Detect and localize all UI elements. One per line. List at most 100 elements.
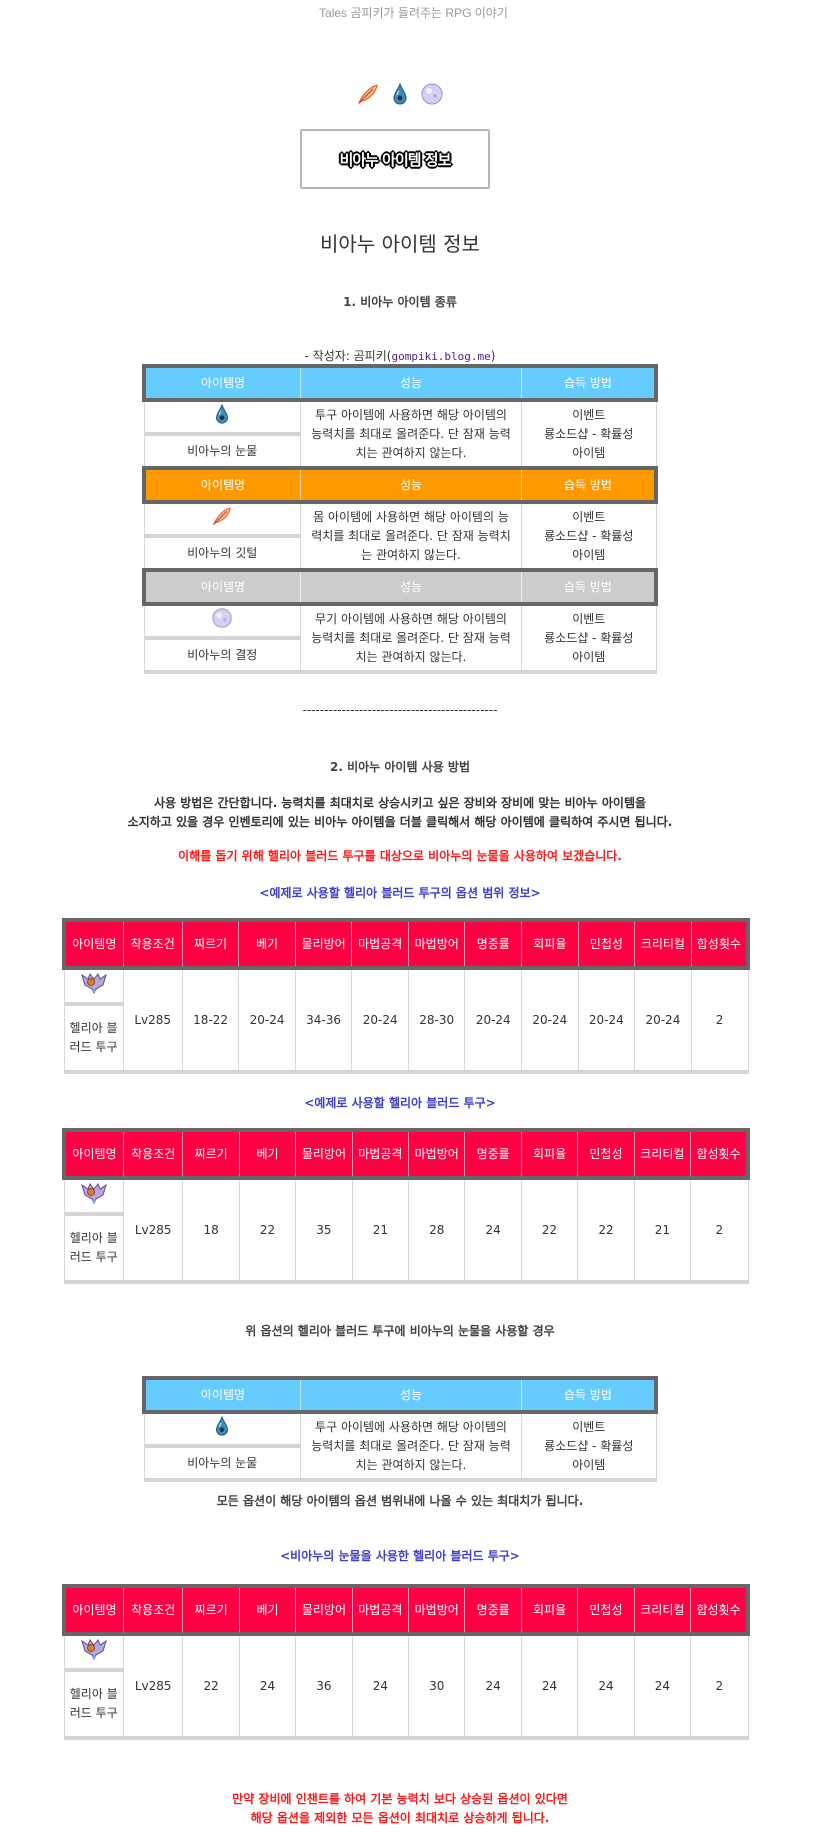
stat-value: 24 xyxy=(633,1633,692,1740)
crystal-orb-icon xyxy=(420,82,444,106)
item-table-header-row: 아이템명 성능 습득 방법 xyxy=(142,466,658,504)
acquire-line: 이벤트 xyxy=(572,1419,606,1434)
item-name-row: 비아누의 눈물 xyxy=(143,1445,656,1482)
item-icon-cell xyxy=(143,399,301,436)
stat-header-cell: 찌르기 xyxy=(182,1584,240,1636)
acquire-line: 아이템 xyxy=(572,1457,606,1472)
item-row: 투구 아이템에 사용하면 해당 아이템의 능력치를 최대로 올려준다. 단 잠재… xyxy=(143,399,657,469)
stat-value: 24 xyxy=(351,1633,410,1740)
header-cell: 아이템명 xyxy=(142,466,301,504)
tear-drop-icon xyxy=(211,403,233,425)
caption-example-helmet: <예제로 사용할 헬리아 블러드 투구> xyxy=(304,1096,496,1110)
helmet-name: 헬리아 블러드 투구 xyxy=(63,1003,124,1074)
acquire-line: 룡소드샵 - 확률성 xyxy=(544,630,634,645)
author-suffix: ) xyxy=(490,349,496,363)
item-name-row: 비아누의 눈물 xyxy=(143,433,656,469)
stat-header-cell: 민첩성 xyxy=(577,918,636,970)
item-table-header-row: 아이템명 성능 습득 방법 xyxy=(142,1376,658,1414)
stat-header-cell: 크리티컬 xyxy=(633,1584,692,1636)
stat-header-cell: 회피율 xyxy=(520,1128,579,1180)
acquire-line: 룡소드샵 - 확률성 xyxy=(544,528,634,543)
item-name-row: 비아누의 깃털 xyxy=(143,535,656,571)
header-cell: 아이템명 xyxy=(142,1376,301,1414)
author-prefix: - 작성자: 곰피키( xyxy=(304,349,392,363)
stat-header-cell: 민첩성 xyxy=(577,1128,635,1180)
stat-value: 20-24 xyxy=(351,967,409,1074)
tear-item-table: 아이템명 성능 습득 방법 투구 아이템에 사용하면 해당 아이템의 능력치를 최대로… xyxy=(142,1376,658,1482)
stat-header-cell: 합성횟수 xyxy=(690,918,750,970)
item-effect: 투구 아이템에 사용하면 해당 아이템의 능력치를 최대로 올려준다. 단 잠재… xyxy=(300,1411,522,1482)
title-banner: 비아누 아이템 정보 xyxy=(300,129,490,189)
stat-header-cell: 합성횟수 xyxy=(690,1584,751,1636)
item-acquire: 이벤트 룡소드샵 - 확률성 아이템 xyxy=(521,399,657,469)
header-cell: 성능 xyxy=(300,1376,522,1414)
item-name: 비아누의 눈물 xyxy=(143,433,301,469)
stat-value: 22 xyxy=(238,1177,297,1284)
author-link[interactable]: gompiki.blog.me xyxy=(391,350,491,363)
stat-header-row: 아이템명 착용조건 찌르기 베기 물리방어 마법공격 마법방어 명중률 회피율 민첩성 크리티컬 합성… xyxy=(61,918,750,970)
final-note-line-2: 해당 옵션을 제외한 모든 옵션이 최대치로 상승하게 됩니다. xyxy=(250,1811,550,1825)
item-row: 투구 아이템에 사용하면 해당 아이템의 능력치를 최대로 올려준다. 단 잠재… xyxy=(143,1411,657,1482)
item-effect: 투구 아이템에 사용하면 해당 아이템의 능력치를 최대로 올려준다. 단 잠재… xyxy=(300,399,522,469)
stat-value: 2 xyxy=(690,1633,749,1740)
acquire-line: 이벤트 xyxy=(572,509,606,524)
stat-header-cell: 물리방어 xyxy=(295,1584,353,1636)
stat-value: 20-24 xyxy=(238,967,296,1074)
tear-drop-icon xyxy=(211,1415,233,1437)
acquire-line: 아이템 xyxy=(572,649,606,664)
helmet-name-row: 헬리아 블러드 투구 xyxy=(63,1003,748,1074)
blog-title[interactable]: Tales 곰피키가 들려주는 RPG 이야기 xyxy=(319,6,508,20)
stat-value: 34-36 xyxy=(294,967,353,1074)
stat-header-cell: 물리방어 xyxy=(295,1128,353,1180)
acquire-line: 아이템 xyxy=(572,445,606,460)
helmet-icon-cell xyxy=(63,1177,124,1216)
feather-icon xyxy=(211,505,233,527)
item-effect: 무기 아이템에 사용하면 해당 아이템의 능력치를 최대로 올려준다. 단 잠재… xyxy=(300,603,522,674)
stat-value: 21 xyxy=(351,1177,410,1284)
stat-row: Lv285 22 24 36 24 30 24 24 24 24 2 xyxy=(63,1633,749,1740)
item-types-table: 아이템명 성능 습득 방법 투구 아이템에 사용하면 해당 아이템의 능력치를 최대로… xyxy=(142,364,658,674)
stat-header-cell: 마법공격 xyxy=(351,1584,410,1636)
final-note: 만약 장비에 인챈트를 하여 기본 능력치 보다 상승된 옵션이 있다면 해당 … xyxy=(0,1790,800,1828)
stat-header-row: 아이템명 착용조건 찌르기 베기 물리방어 마법공격 마법방어 명중률 회피율 민첩성 크리티컬 합성… xyxy=(61,1128,751,1180)
item-name: 비아누의 깃털 xyxy=(143,535,301,571)
stat-value: 22 xyxy=(577,1177,635,1284)
stat-header-cell: 아이템명 xyxy=(61,918,124,970)
helmet-icon-cell xyxy=(63,967,124,1006)
item-name-row: 비아누의 결정 xyxy=(143,637,656,674)
item-name: 비아누의 결정 xyxy=(143,637,301,674)
header-cell: 습득 방법 xyxy=(521,568,658,606)
acquire-line: 이벤트 xyxy=(572,611,606,626)
stat-value: Lv285 xyxy=(122,1177,184,1284)
final-note-line-1: 만약 장비에 인챈트를 하여 기본 능력치 보다 상승된 옵션이 있다면 xyxy=(232,1792,568,1806)
divider: ----------------------------------------… xyxy=(302,703,498,717)
header-cell: 성능 xyxy=(300,568,522,606)
item-table-header-row: 아이템명 성능 습득 방법 xyxy=(142,364,658,402)
usage-line-1: 사용 방법은 간단합니다. 능력치를 최대치로 상승시키고 싶은 장비와 장비에… xyxy=(153,796,647,810)
usage-paragraph: 사용 방법은 간단합니다. 능력치를 최대치로 상승시키고 싶은 장비와 장비에… xyxy=(0,794,800,832)
helia-blood-helmet-icon xyxy=(80,971,108,995)
stat-value: 18 xyxy=(182,1177,240,1284)
stat-header-cell: 베기 xyxy=(238,1128,297,1180)
stat-value: 36 xyxy=(295,1633,353,1740)
helmet-name: 헬리아 블러드 투구 xyxy=(63,1213,124,1284)
stat-value: 2 xyxy=(690,967,749,1074)
caption-option-range: <예제로 사용할 헬리아 블러드 투구의 옵션 범위 정보> xyxy=(259,886,541,900)
helmet-name-row: 헬리아 블러드 투구 xyxy=(63,1669,748,1740)
stat-header-cell: 민첩성 xyxy=(577,1584,635,1636)
page-title: 비아누 아이템 정보 xyxy=(320,232,480,256)
item-row: 몸 아이템에 사용하면 해당 아이템의 능력치를 최대로 올려준다. 단 잠재 … xyxy=(143,501,657,571)
item-icon-cell xyxy=(143,603,301,640)
tear-drop-icon xyxy=(388,82,412,106)
stat-value: 20-24 xyxy=(464,967,523,1074)
stat-header-cell: 찌르기 xyxy=(181,918,240,970)
stat-header-cell: 회피율 xyxy=(520,1584,579,1636)
header-cell: 아이템명 xyxy=(142,364,301,402)
acquire-line: 아이템 xyxy=(572,547,606,562)
author-line: - 작성자: 곰피키(gompiki.blog.me) xyxy=(0,347,800,364)
stat-value: 28-30 xyxy=(407,967,466,1074)
stat-row: Lv285 18-22 20-24 34-36 20-24 28-30 20-24 20-24… xyxy=(63,967,749,1074)
header-cell: 아이템명 xyxy=(142,568,301,606)
